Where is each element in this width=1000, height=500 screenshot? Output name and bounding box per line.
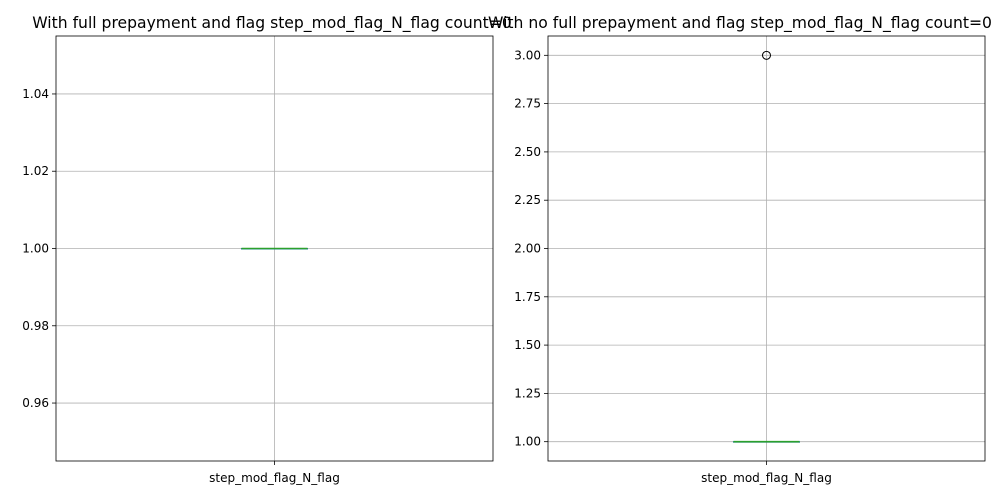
- y-tick-label: 1.00: [514, 435, 541, 449]
- y-tick-label: 3.00: [514, 48, 541, 62]
- y-tick-label: 0.96: [22, 396, 49, 410]
- y-tick-label: 0.98: [22, 319, 49, 333]
- chart-title: With full prepayment and flag step_mod_f…: [32, 14, 512, 33]
- y-tick-label: 1.02: [22, 164, 49, 178]
- axes-frame: [55, 35, 494, 462]
- y-tick-label: 2.75: [514, 97, 541, 111]
- y-tick-label: 1.04: [22, 87, 49, 101]
- y-tick-label: 2.00: [514, 242, 541, 256]
- axes-frame: [547, 35, 986, 462]
- x-tick-label: step_mod_flag_N_flag: [701, 471, 832, 485]
- outlier-point: [762, 50, 771, 60]
- chart-panel-2: 1.00 1.25 1.50 1.75 2.00 2.25 2.50 2.75 3.00 step…: [514, 35, 986, 485]
- x-tick-label: step_mod_flag_N_flag: [209, 471, 340, 485]
- chart-panel-1: 0.96 0.98 1.00 1.02 1.04 step_mod_flag_N_flag: [22, 35, 494, 485]
- y-tick-label: 1.75: [514, 290, 541, 304]
- y-tick-label: 2.50: [514, 145, 541, 159]
- chart-title: With no full prepayment and flag step_mo…: [488, 14, 992, 33]
- y-tick-label: 1.00: [22, 242, 49, 256]
- y-tick-label: 1.25: [514, 386, 541, 400]
- y-tick-label: 2.25: [514, 193, 541, 207]
- y-tick-label: 1.50: [514, 338, 541, 352]
